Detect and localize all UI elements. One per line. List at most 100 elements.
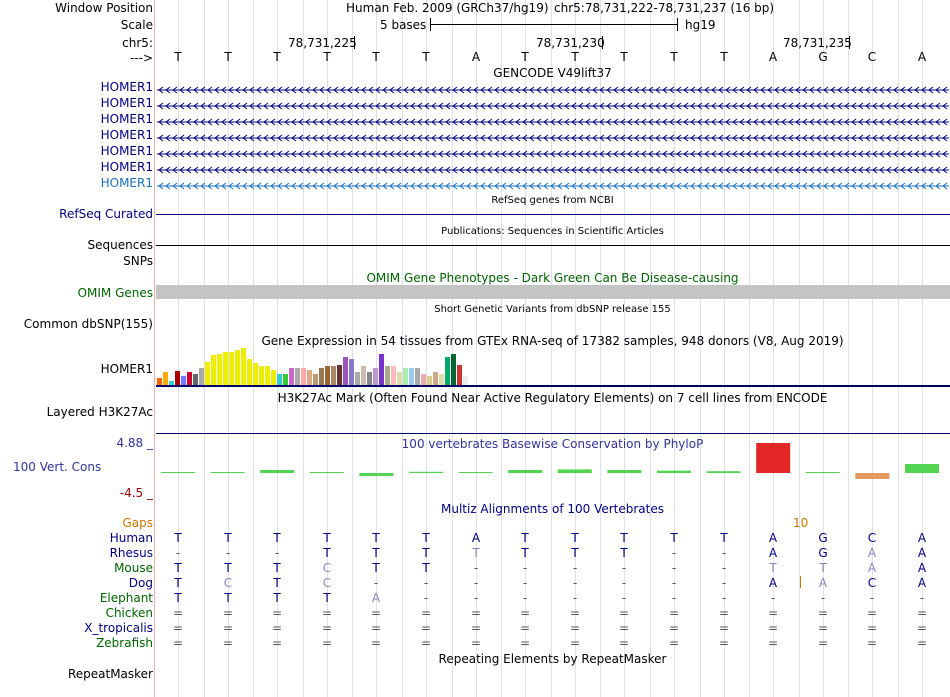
- gtex-tissue-bar[interactable]: [397, 372, 402, 385]
- publications-track-label[interactable]: Sequences: [87, 238, 153, 252]
- gtex-track-label[interactable]: HOMER1: [100, 362, 153, 376]
- species-label[interactable]: Dog: [128, 576, 153, 590]
- phylop-track-label[interactable]: 100 Vert. Cons: [13, 460, 102, 474]
- gtex-tissue-bar[interactable]: [259, 366, 264, 385]
- species-label[interactable]: Zebrafish: [96, 636, 153, 650]
- species-label[interactable]: Mouse: [114, 561, 153, 575]
- refseq-track-label[interactable]: RefSeq Curated: [59, 207, 153, 221]
- gtex-tissue-bar[interactable]: [433, 372, 438, 385]
- species-label[interactable]: Chicken: [105, 606, 153, 620]
- gtex-tissue-bar[interactable]: [337, 365, 342, 385]
- gencode-gene-label[interactable]: HOMER1: [100, 112, 153, 126]
- gtex-tissue-bar[interactable]: [175, 371, 180, 385]
- gencode-gene-label[interactable]: HOMER1: [100, 160, 153, 174]
- publications-line[interactable]: [156, 245, 950, 246]
- gencode-gene-line[interactable]: [157, 147, 949, 158]
- gtex-tissue-bar[interactable]: [325, 366, 330, 385]
- gtex-tissue-bar[interactable]: [229, 352, 234, 385]
- omim-track-label[interactable]: OMIM Genes: [77, 286, 153, 300]
- gtex-tissue-bar[interactable]: [421, 374, 426, 385]
- gtex-tissue-bar[interactable]: [367, 372, 372, 385]
- gtex-tissue-bar[interactable]: [451, 354, 456, 385]
- gtex-tissue-bar[interactable]: [445, 357, 450, 385]
- aligned-base: -: [820, 591, 826, 605]
- gtex-tissue-bar[interactable]: [211, 355, 216, 385]
- gtex-tissue-bar[interactable]: [427, 376, 432, 385]
- gtex-tissue-bar[interactable]: [313, 374, 318, 385]
- species-label[interactable]: Elephant: [99, 591, 153, 605]
- gtex-tissue-bar[interactable]: [331, 366, 336, 385]
- gencode-gene-label[interactable]: HOMER1: [100, 128, 153, 142]
- refseq-gene-line[interactable]: [156, 214, 950, 215]
- aligned-base: =: [817, 606, 829, 620]
- gtex-tissue-bar[interactable]: [373, 368, 378, 385]
- gtex-tissue-bar[interactable]: [157, 378, 162, 385]
- gtex-tissue-bar[interactable]: [253, 363, 258, 385]
- gencode-gene-label[interactable]: HOMER1: [100, 176, 153, 190]
- phylop-score-bar: [855, 473, 890, 479]
- dbsnp-track-label[interactable]: Common dbSNP(155): [23, 317, 153, 331]
- gtex-tissue-bar[interactable]: [409, 368, 414, 385]
- species-label[interactable]: Rhesus: [109, 546, 153, 560]
- aligned-base: =: [618, 621, 630, 635]
- gtex-tissue-bar[interactable]: [415, 368, 420, 385]
- aligned-base: =: [916, 606, 928, 620]
- gtex-tissue-bar[interactable]: [235, 350, 240, 385]
- gtex-tissue-bar[interactable]: [169, 381, 174, 385]
- gencode-gene-line[interactable]: [157, 83, 949, 94]
- gtex-tissue-bar[interactable]: [223, 352, 228, 385]
- gtex-tissue-bar[interactable]: [277, 374, 282, 385]
- gencode-gene-line[interactable]: [157, 163, 949, 174]
- scale-label: Scale: [120, 18, 153, 32]
- gtex-tissue-bar[interactable]: [385, 366, 390, 385]
- repeatmasker-track-label[interactable]: RepeatMasker: [67, 667, 153, 681]
- gencode-gene-label[interactable]: HOMER1: [100, 144, 153, 158]
- gtex-tissue-bar[interactable]: [349, 359, 354, 385]
- gencode-gene-line[interactable]: [157, 99, 949, 110]
- gtex-tissue-bar[interactable]: [463, 376, 468, 385]
- gtex-tissue-bar[interactable]: [295, 368, 300, 385]
- gtex-tissue-bar[interactable]: [439, 374, 444, 385]
- gtex-tissue-bar[interactable]: [391, 366, 396, 385]
- gtex-tissue-bar[interactable]: [457, 365, 462, 385]
- snps-track-label[interactable]: SNPs: [123, 254, 153, 268]
- species-label[interactable]: Human: [109, 531, 153, 545]
- gencode-gene-line[interactable]: [157, 131, 949, 142]
- label-separator[interactable]: [154, 0, 155, 697]
- gtex-tissue-bar[interactable]: [361, 366, 366, 385]
- gtex-tissue-bar[interactable]: [205, 362, 210, 385]
- gtex-tissue-bar[interactable]: [301, 368, 306, 385]
- gencode-gene-label[interactable]: HOMER1: [100, 96, 153, 110]
- gtex-tissue-bar[interactable]: [241, 348, 246, 385]
- species-label[interactable]: X_tropicalis: [84, 621, 153, 635]
- gtex-tissue-bar[interactable]: [199, 368, 204, 385]
- h3k27ac-track-label[interactable]: Layered H3K27Ac: [46, 405, 153, 419]
- gtex-tissue-bar[interactable]: [379, 354, 384, 385]
- gtex-tissue-bar[interactable]: [283, 374, 288, 385]
- gencode-gene-label[interactable]: HOMER1: [100, 80, 153, 94]
- gtex-tissue-bar[interactable]: [193, 374, 198, 385]
- gtex-tissue-bar[interactable]: [187, 372, 192, 385]
- gtex-tissue-bar[interactable]: [217, 354, 222, 385]
- gencode-gene-line[interactable]: [157, 115, 949, 126]
- gencode-gene-line[interactable]: [157, 179, 949, 190]
- aligned-base: T: [273, 576, 281, 590]
- gtex-tissue-bar[interactable]: [289, 368, 294, 385]
- gtex-tissue-bar[interactable]: [247, 359, 252, 385]
- gtex-tissue-bar[interactable]: [343, 357, 348, 385]
- gtex-tissue-bar[interactable]: [271, 370, 276, 385]
- gtex-tissue-bar[interactable]: [307, 370, 312, 385]
- aligned-base: A: [917, 561, 927, 575]
- grid-line: [204, 0, 205, 697]
- aligned-base: -: [473, 591, 479, 605]
- phylop-score-bar: [359, 473, 394, 476]
- omim-gene-bar[interactable]: [156, 285, 950, 299]
- gtex-tissue-bar[interactable]: [403, 368, 408, 385]
- gtex-tissue-bar[interactable]: [181, 376, 186, 385]
- gtex-tissue-bar[interactable]: [163, 372, 168, 385]
- phylop-graph[interactable]: [155, 440, 950, 500]
- gtex-tissue-bar[interactable]: [265, 366, 270, 385]
- reference-base: A: [917, 50, 927, 64]
- gtex-tissue-bar[interactable]: [355, 372, 360, 385]
- gtex-tissue-bar[interactable]: [319, 368, 324, 385]
